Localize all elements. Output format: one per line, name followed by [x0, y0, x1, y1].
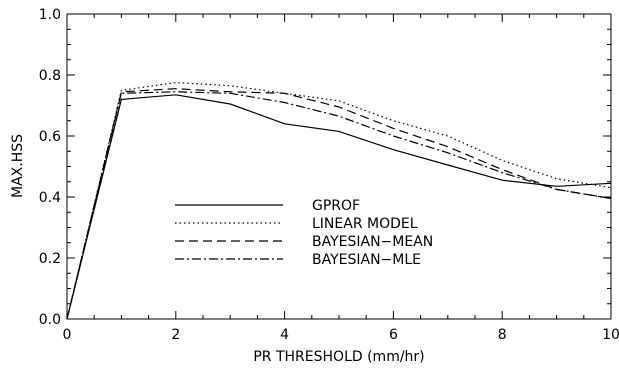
x-tick-label: 10 — [602, 327, 619, 343]
y-tick-label: 0.6 — [39, 129, 61, 145]
x-tick-label: 0 — [63, 327, 72, 343]
legend-label-3: BAYESIAN−MEAN — [312, 234, 433, 250]
series-line-4 — [66, 91, 612, 320]
series-line-1 — [66, 94, 612, 320]
legend-label-2: LINEAR MODEL — [312, 216, 418, 232]
y-tick-label: 0.2 — [39, 251, 61, 267]
plot-frame — [66, 13, 612, 320]
x-tick-label: 8 — [498, 327, 507, 343]
y-tick-label: 0.8 — [39, 68, 61, 84]
legend: GPROF LINEAR MODEL BAYESIAN−MEAN BAYESIAN−M… — [175, 198, 433, 268]
x-axis: 0 2 4 6 8 10 — [63, 14, 619, 343]
legend-label-1: GPROF — [312, 198, 360, 214]
series-lines — [66, 81, 612, 320]
x-tick-label: 6 — [389, 327, 398, 343]
y-axis-title: MAX.HSS — [10, 134, 26, 198]
x-tick-label: 4 — [280, 327, 289, 343]
y-axis: 0.0 0.2 0.4 0.6 0.8 1.0 — [39, 7, 611, 328]
x-axis-title: PR THRESHOLD (mm/hr) — [253, 349, 424, 365]
y-tick-label: 1.0 — [39, 7, 61, 23]
x-tick-label: 2 — [171, 327, 180, 343]
y-tick-label: 0.0 — [39, 312, 61, 328]
legend-label-4: BAYESIAN−MLE — [312, 252, 421, 268]
series-line-3 — [66, 88, 612, 320]
y-tick-label: 0.4 — [39, 190, 61, 206]
